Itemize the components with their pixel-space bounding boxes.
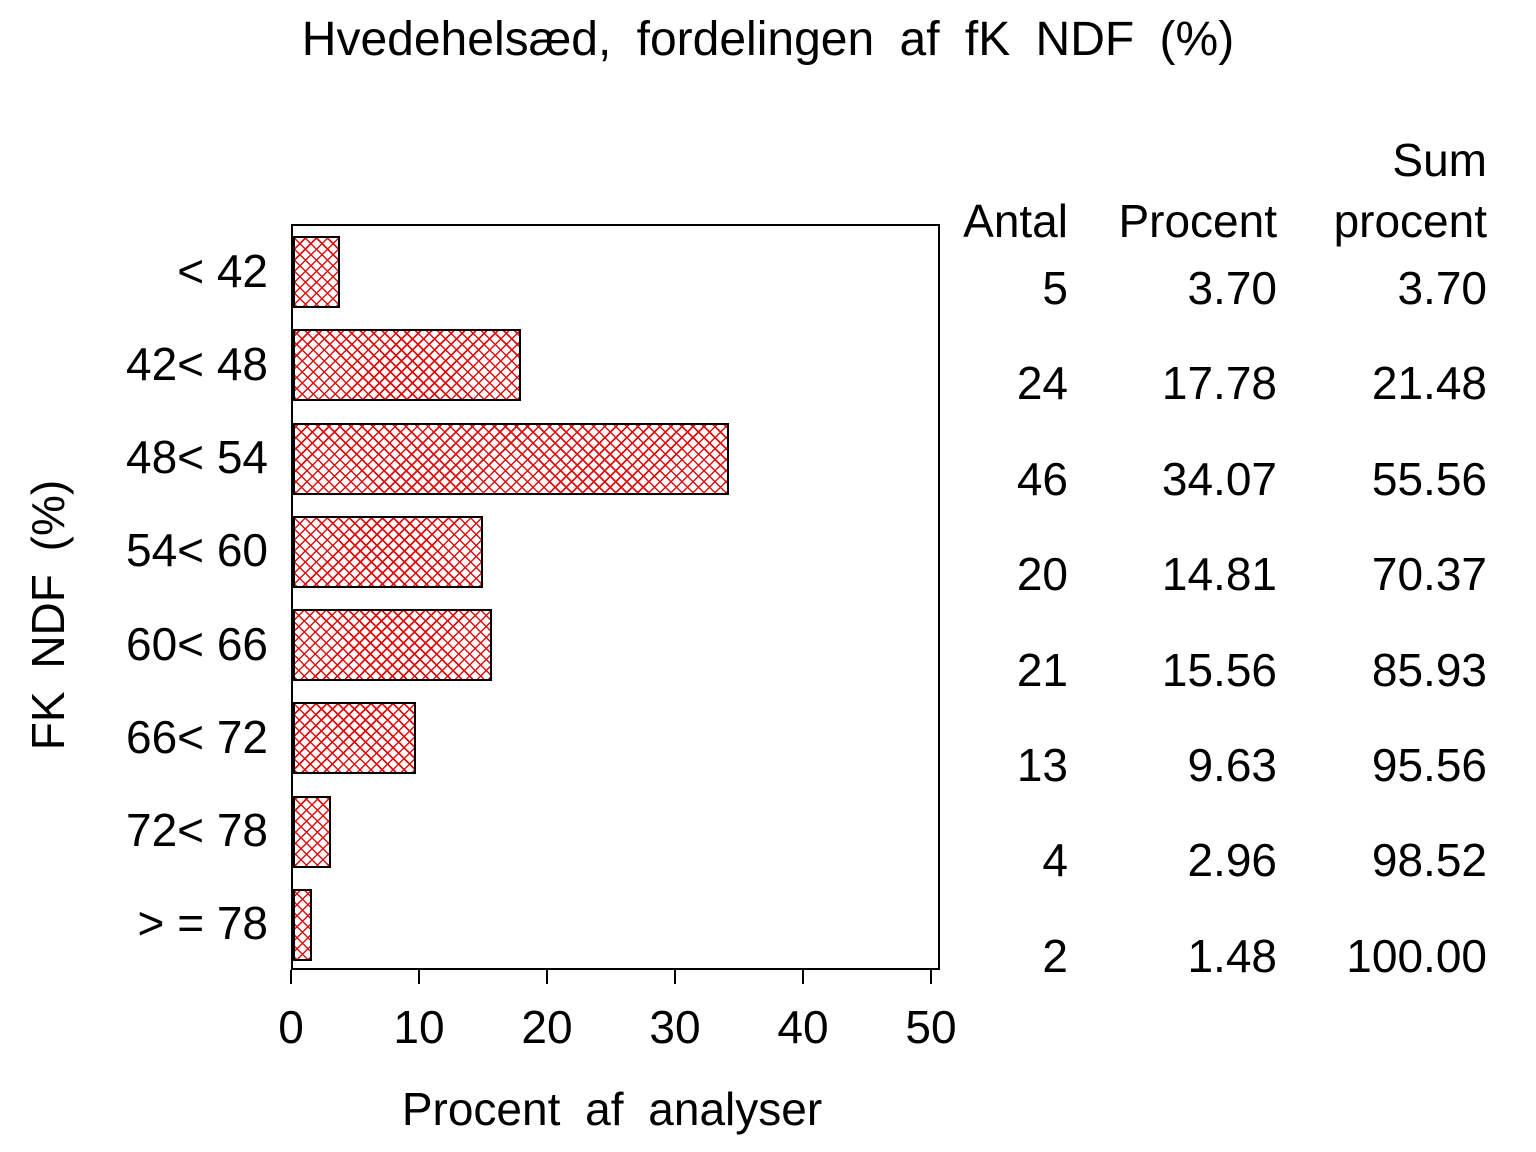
bar-2	[293, 329, 521, 401]
table-cell-sum-procent: 95.56	[1371, 739, 1487, 791]
table-cell-procent: 9.63	[1187, 739, 1277, 791]
bar-5	[293, 609, 492, 681]
table-cell-procent: 3.70	[1187, 262, 1277, 314]
table-header-sum-line2: procent	[1333, 195, 1487, 247]
table-header-sum-line1: Sum	[1392, 134, 1487, 186]
category-label: 72< 78	[126, 804, 268, 856]
tick-label: 40	[777, 1001, 829, 1053]
table-cell-sum-procent: 21.48	[1371, 357, 1487, 409]
table-cell-antal: 20	[1016, 548, 1068, 600]
table-cell-antal: 4	[1042, 834, 1068, 886]
bar-3	[293, 423, 729, 495]
tick-label: 50	[905, 1001, 957, 1053]
table-cell-sum-procent: 98.52	[1371, 834, 1487, 886]
table-cell-procent: 15.56	[1161, 644, 1277, 696]
x-axis-title: Procent af analyser	[401, 1083, 823, 1135]
table-cell-procent: 2.96	[1187, 834, 1277, 886]
tick-mark	[290, 970, 292, 984]
category-label: 54< 60	[126, 524, 268, 576]
table-cell-antal: 21	[1016, 644, 1068, 696]
table-cell-procent: 34.07	[1161, 453, 1277, 505]
bar-7	[293, 796, 331, 868]
category-label: 42< 48	[126, 338, 268, 390]
chart-title: Hvedehelsæd, fordelingen af fK NDF (%)	[301, 13, 1235, 66]
table-header-antal: Antal	[963, 195, 1068, 247]
tick-label: 10	[393, 1001, 445, 1053]
table-cell-sum-procent: 55.56	[1371, 453, 1487, 505]
table-header-procent: Procent	[1118, 195, 1277, 247]
table-cell-antal: 24	[1016, 357, 1068, 409]
table-cell-antal: 2	[1042, 930, 1068, 982]
table-cell-sum-procent: 3.70	[1397, 262, 1487, 314]
tick-mark	[674, 970, 676, 984]
table-cell-procent: 17.78	[1161, 357, 1277, 409]
bar-4	[293, 516, 483, 588]
table-cell-antal: 46	[1016, 453, 1068, 505]
table-cell-antal: 5	[1042, 262, 1068, 314]
tick-mark	[546, 970, 548, 984]
plot-area	[291, 224, 940, 970]
tick-mark	[802, 970, 804, 984]
bar-1	[293, 236, 340, 308]
category-label: 60< 66	[126, 618, 268, 670]
tick-mark	[418, 970, 420, 984]
category-label: 66< 72	[126, 711, 268, 763]
tick-label: 20	[521, 1001, 573, 1053]
table-cell-antal: 13	[1016, 739, 1068, 791]
category-label: < 42	[177, 245, 268, 297]
table-cell-procent: 14.81	[1161, 548, 1277, 600]
table-cell-sum-procent: 85.93	[1371, 644, 1487, 696]
tick-label: 30	[649, 1001, 701, 1053]
bar-6	[293, 702, 416, 774]
tick-mark	[930, 970, 932, 984]
table-cell-sum-procent: 100.00	[1346, 930, 1487, 982]
tick-label: 0	[278, 1001, 304, 1053]
table-cell-sum-procent: 70.37	[1371, 548, 1487, 600]
category-label: > = 78	[137, 897, 268, 949]
bar-8	[293, 889, 312, 961]
table-cell-procent: 1.48	[1187, 930, 1277, 982]
category-label: 48< 54	[126, 431, 268, 483]
